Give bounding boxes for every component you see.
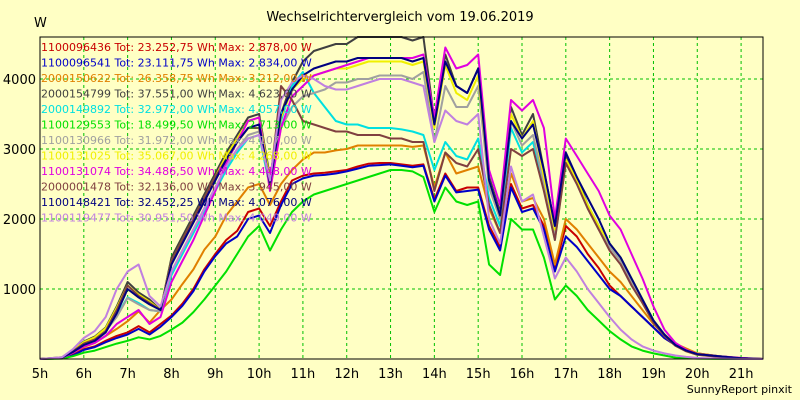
x-tick-label: 13h: [378, 367, 403, 382]
x-tick-label: 12h: [334, 367, 359, 382]
legend-entry-1100148421: 1100148421 Tot: 32.452,25 Wh Max: 4.076,…: [41, 196, 312, 209]
legend-entry-1100119477: 1100119477 Tot: 30.951,50 Wh Max: 4.049,…: [41, 212, 312, 225]
legend-entry-1100130966: 1100130966 Tot: 31.972,00 Wh Max: 4.107,…: [41, 134, 312, 147]
series-line-1100129553: [39, 169, 763, 360]
x-tick-label: 15h: [466, 367, 491, 382]
legend-entry-2000150622: 2000150622 Tot: 26.358,75 Wh Max: 3.212,…: [41, 72, 312, 85]
legend-entry-2000154799: 2000154799 Tot: 37.551,00 Wh Max: 4.623,…: [41, 88, 312, 101]
legend-entry-2000149892: 2000149892 Tot: 32.972,00 Wh Max: 4.057,…: [41, 103, 312, 116]
x-tick-label: 11h: [291, 367, 316, 382]
y-tick-label: 4000: [3, 73, 36, 88]
footer-credit: SunnyReport pinxit: [686, 383, 792, 396]
series-line-1100096541: [39, 163, 764, 360]
legend-entry-1100096436: 1100096436 Tot: 23.252,75 Wh Max: 2.878,…: [41, 41, 312, 54]
x-tick-label: 20h: [685, 367, 710, 382]
series-group: [39, 36, 764, 360]
plot-frame: [39, 36, 764, 360]
x-tick-label: 18h: [597, 367, 622, 382]
x-tick-label: 16h: [510, 367, 535, 382]
x-tick-label: 19h: [641, 367, 666, 382]
y-axis-ticks: 1000 2000 3000 4000: [3, 73, 36, 298]
y-axis-unit: W: [34, 16, 47, 31]
x-tick-label: 5h: [32, 367, 49, 382]
x-tick-label: 10h: [247, 367, 272, 382]
legend-entry-1100131025: 1100131025 Tot: 35.067,00 Wh Max: 4.268,…: [41, 150, 312, 163]
x-tick-label: 7h: [119, 367, 136, 382]
legend-entry-1100096541: 1100096541 Tot: 23.111,75 Wh Max: 2.834,…: [41, 57, 312, 70]
y-tick-label: 3000: [3, 143, 36, 158]
x-tick-label: 9h: [207, 367, 224, 382]
x-tick-label: 8h: [163, 367, 180, 382]
legend: 1100096436 Tot: 23.252,75 Wh Max: 2.878,…: [41, 41, 312, 225]
x-tick-label: 21h: [729, 367, 754, 382]
x-tick-label: 6h: [76, 367, 93, 382]
series-line-1100119477: [39, 74, 763, 360]
x-tick-label: 17h: [553, 367, 578, 382]
chart-title: Wechselrichtervergleich vom 19.06.2019: [266, 10, 534, 25]
legend-entry-2000001478: 2000001478 Tot: 32.136,00 Wh Max: 3.945,…: [41, 181, 312, 194]
legend-entry-1100129553: 1100129553 Tot: 18.499,50 Wh Max: 2.713,…: [41, 119, 312, 132]
y-tick-label: 2000: [3, 213, 36, 228]
y-tick-label: 1000: [3, 283, 36, 298]
x-tick-label: 14h: [422, 367, 447, 382]
legend-entry-1100131074: 1100131074 Tot: 34.486,50 Wh Max: 4.448,…: [41, 165, 312, 178]
x-axis-ticks: 5h 6h 7h 8h 9h 10h 11h 12h 13h 14h 15h 16h 17h 18h 19h…: [32, 367, 754, 382]
